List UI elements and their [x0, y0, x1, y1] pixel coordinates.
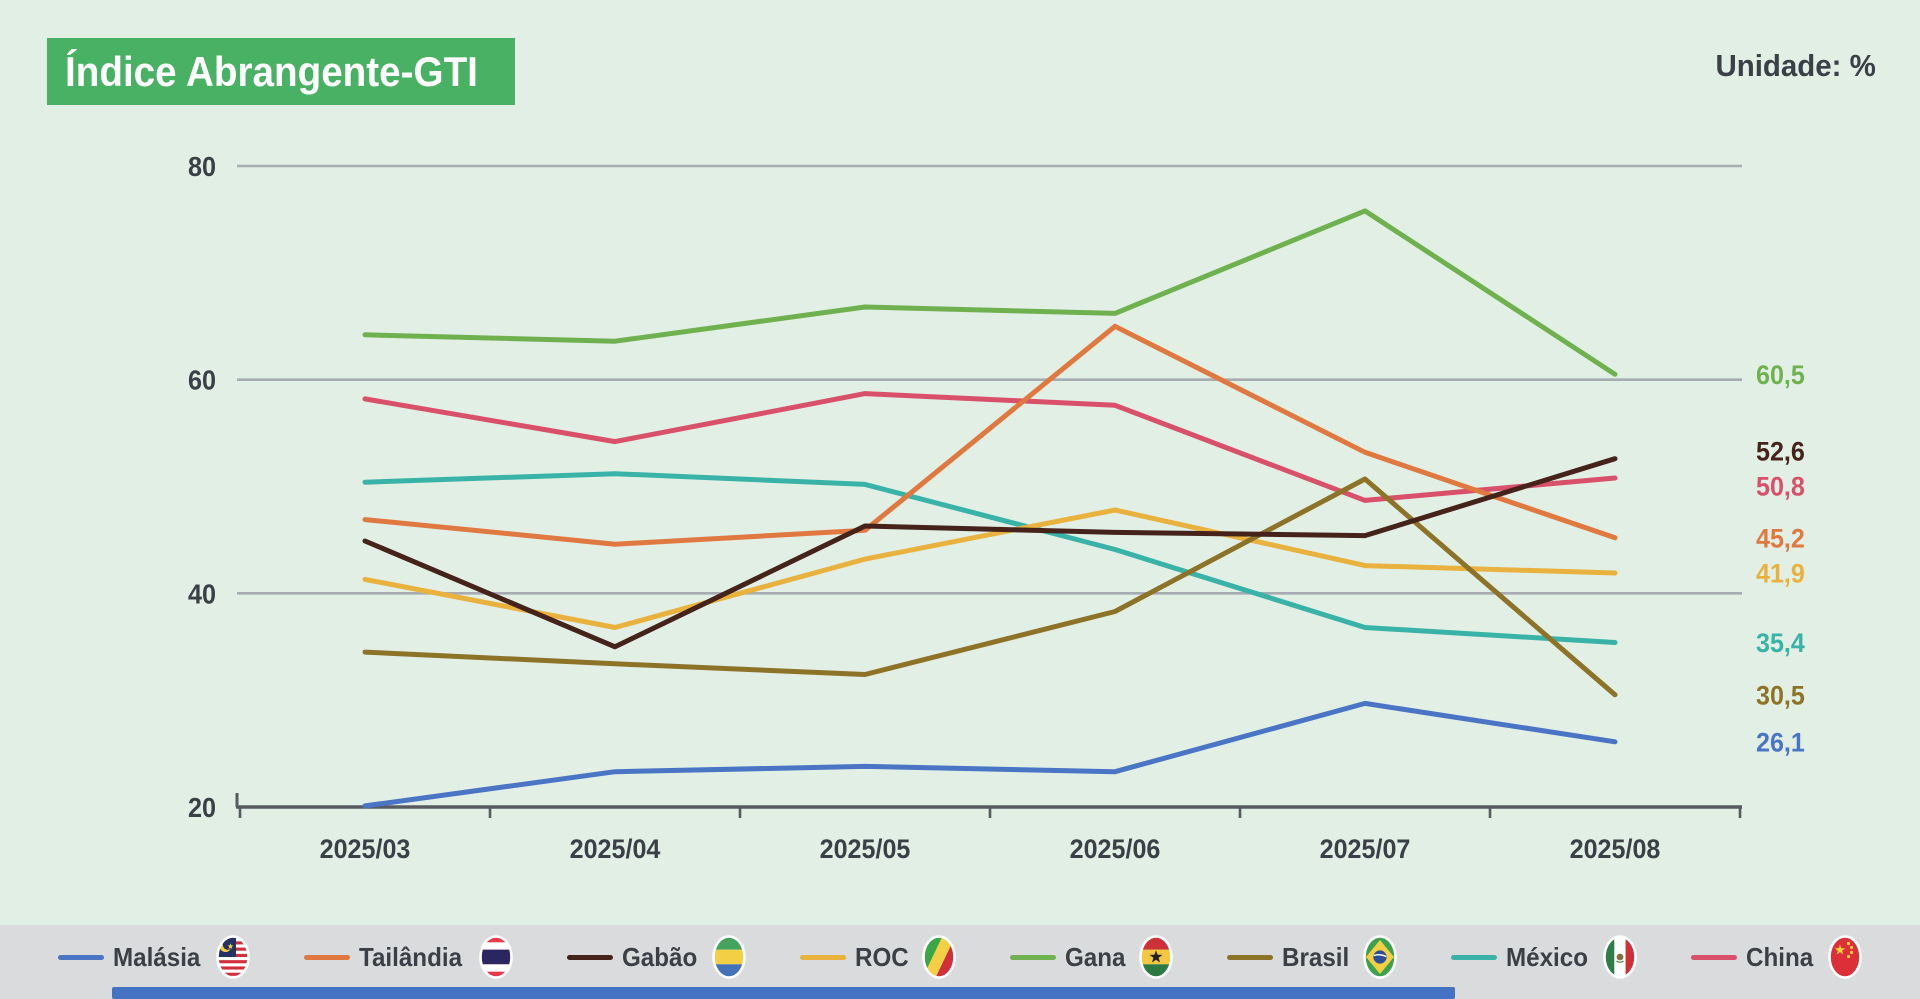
series-line-México	[362, 471, 1618, 645]
flag-thailand-icon	[479, 935, 513, 979]
legend-label: Brasil	[1281, 941, 1350, 972]
flag-malaysia-icon	[216, 935, 251, 979]
legend-item-Gabão[interactable]: Gabão	[567, 935, 746, 979]
chart-title-badge: Índice Abrangente-GTI	[47, 38, 515, 105]
y-tick-label-20: 20	[188, 792, 216, 824]
legend-line-swatch	[1009, 954, 1056, 960]
end-label-Tailândia: 45,2	[1756, 522, 1805, 553]
legend-line-swatch	[800, 954, 847, 960]
series-line-ROC	[362, 507, 1618, 630]
end-label-Gabão: 52,6	[1756, 435, 1805, 466]
x-tick-label-2025-05: 2025/05	[820, 833, 911, 864]
chart-legend: Malásia Tailândia Gabão ROC Gana Brasil …	[0, 925, 1920, 999]
legend-label: Gana	[1064, 941, 1126, 972]
legend-item-Gana[interactable]: Gana	[1009, 935, 1173, 979]
end-label-China: 50,8	[1756, 470, 1805, 501]
end-label-México: 35,4	[1756, 627, 1805, 658]
legend-line-swatch	[1226, 954, 1273, 960]
x-tick-label-2025-08: 2025/08	[1570, 833, 1661, 864]
series-line-Gana	[362, 208, 1618, 377]
chart-title: Índice Abrangente-GTI	[65, 47, 478, 95]
series-line-Tailândia	[362, 323, 1618, 547]
legend-item-Brasil[interactable]: Brasil	[1226, 935, 1397, 979]
line-chart: 80 60 40 20 2025/03 2025/04 2025/05 2025/06 2025…	[188, 151, 1805, 864]
series-line-Malásia	[362, 700, 1618, 809]
series-line-China	[362, 391, 1618, 503]
end-label-Malásia: 26,1	[1756, 726, 1805, 757]
legend-item-Malásia[interactable]: Malásia	[58, 935, 251, 979]
bottom-accent-bar	[112, 987, 1455, 999]
y-tick-label-60: 60	[188, 364, 216, 396]
legend-label: China	[1746, 941, 1814, 972]
flag-roc-icon	[922, 935, 956, 979]
legend-line-swatch	[304, 954, 351, 960]
legend-label: Tailândia	[359, 941, 463, 972]
flag-gabon-icon	[712, 935, 746, 979]
legend-line-swatch	[1691, 954, 1738, 960]
series-line-Brasil	[362, 476, 1618, 698]
flag-china-icon	[1827, 935, 1862, 979]
unit-label: Unidade: %	[1715, 48, 1876, 83]
legend-item-México[interactable]: México	[1451, 935, 1638, 979]
x-tick-label-2025-04: 2025/04	[570, 833, 661, 864]
legend-item-Tailândia[interactable]: Tailândia	[304, 935, 513, 979]
flag-brazil-icon	[1363, 935, 1397, 979]
x-tick-label-2025-07: 2025/07	[1320, 833, 1411, 864]
legend-line-swatch	[1451, 954, 1498, 960]
legend-item-ROC[interactable]: ROC	[800, 935, 956, 979]
x-tick-label-2025-03: 2025/03	[320, 833, 411, 864]
end-label-Brasil: 30,5	[1756, 679, 1805, 710]
flag-mexico-icon	[1603, 935, 1638, 979]
series-line-Gabão	[362, 456, 1618, 650]
legend-label: México	[1506, 941, 1589, 972]
y-tick-label-40: 40	[188, 578, 216, 610]
legend-label: ROC	[855, 941, 909, 972]
flag-ghana-icon	[1139, 935, 1173, 979]
end-label-ROC: 41,9	[1756, 558, 1805, 589]
x-tick-label-2025-06: 2025/06	[1070, 833, 1161, 864]
end-label-Gana: 60,5	[1756, 359, 1805, 390]
legend-item-China[interactable]: China	[1691, 935, 1862, 979]
legend-label: Malásia	[113, 941, 201, 972]
legend-label: Gabão	[622, 941, 698, 972]
legend-line-swatch	[567, 954, 614, 960]
legend-line-swatch	[58, 954, 105, 960]
y-tick-label-80: 80	[188, 151, 216, 183]
